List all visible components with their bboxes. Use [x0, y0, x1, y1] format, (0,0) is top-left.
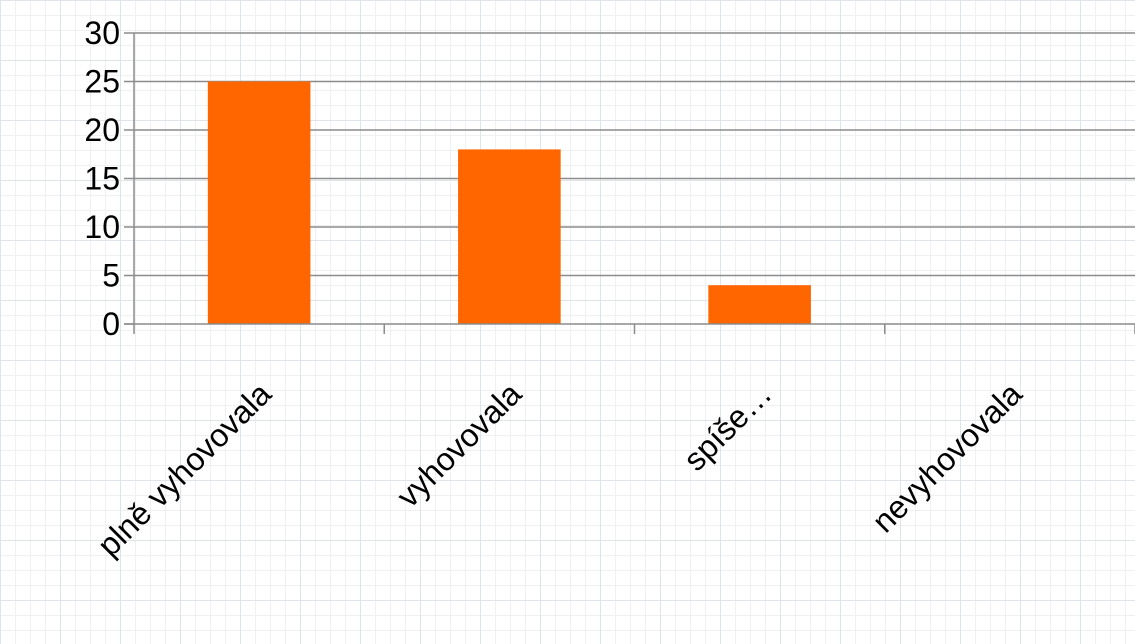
axes	[124, 32, 1135, 334]
y-tick-label-0: 0	[102, 306, 120, 342]
x-tick-labels: plně vyhovovala vyhovovala spíše… nevyhovov…	[90, 375, 1029, 563]
y-tick-label-30: 30	[84, 15, 120, 51]
x-tick-label-1: vyhovovala	[390, 375, 529, 514]
y-tick-label-25: 25	[84, 64, 120, 100]
y-tick-label-10: 10	[84, 209, 120, 245]
y-tick-label-5: 5	[102, 258, 120, 294]
bar-1	[458, 149, 561, 324]
x-tick-label-3: nevyhovovala	[865, 375, 1029, 539]
bar-2	[708, 285, 811, 324]
bar-0	[207, 81, 311, 324]
x-tick-label-2: spíše…	[676, 375, 778, 477]
x-tick-label-0: plně vyhovovala	[90, 375, 278, 563]
y-tick-labels: 0 5 10 15 20 25 30	[84, 15, 120, 342]
bars	[207, 81, 811, 324]
y-tick-label-20: 20	[84, 112, 120, 148]
y-tick-label-15: 15	[84, 161, 120, 197]
